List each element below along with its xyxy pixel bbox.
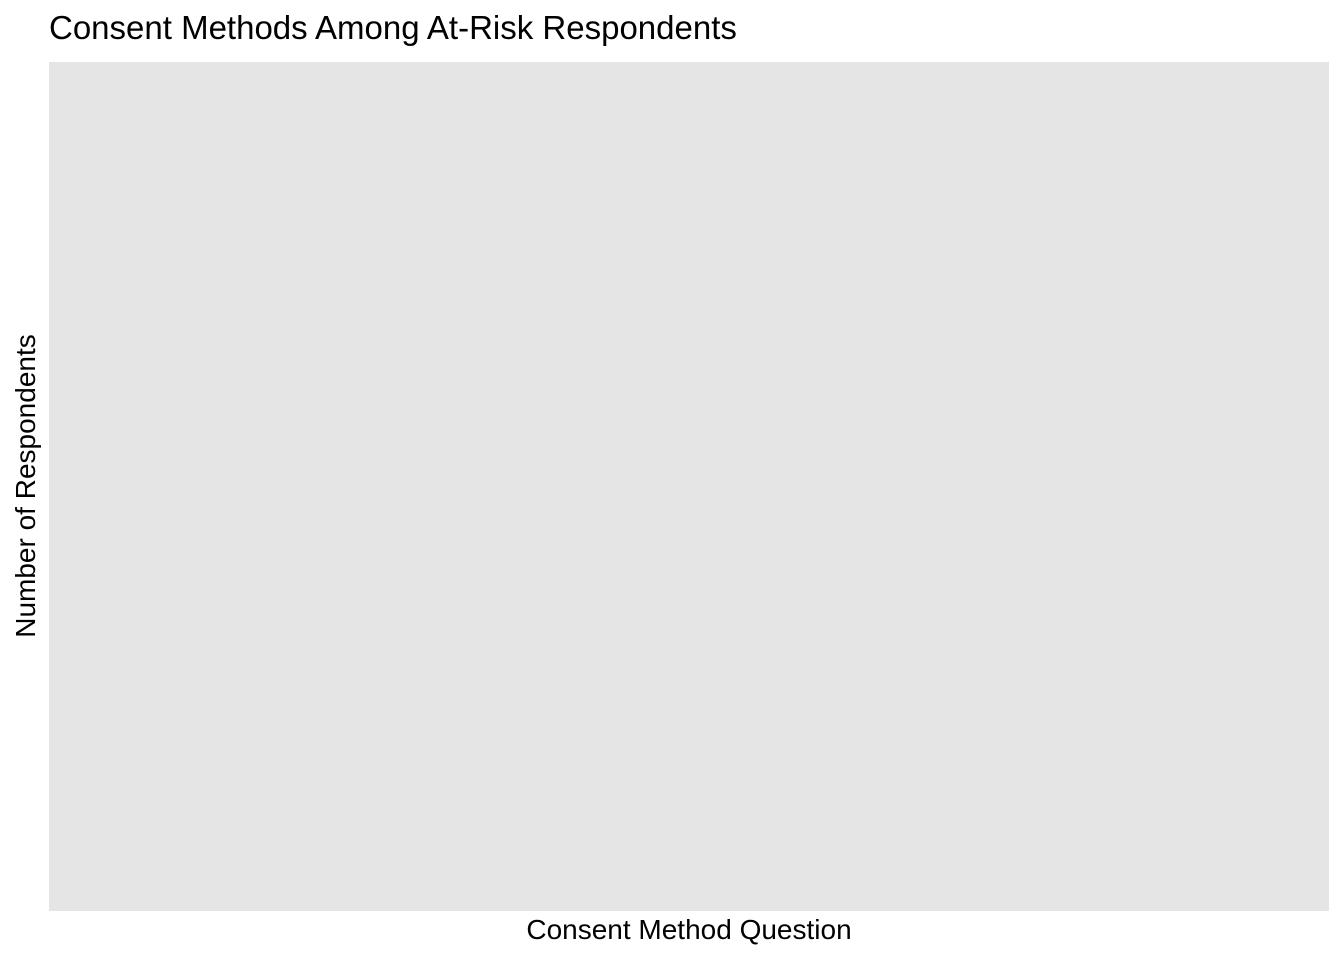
plot-panel [49, 62, 1329, 911]
y-axis-label: Number of Respondents [10, 334, 41, 638]
chart-title: Consent Methods Among At-Risk Respondent… [49, 9, 737, 46]
x-axis-label: Consent Method Question [526, 914, 852, 945]
plot-area [49, 62, 1329, 911]
